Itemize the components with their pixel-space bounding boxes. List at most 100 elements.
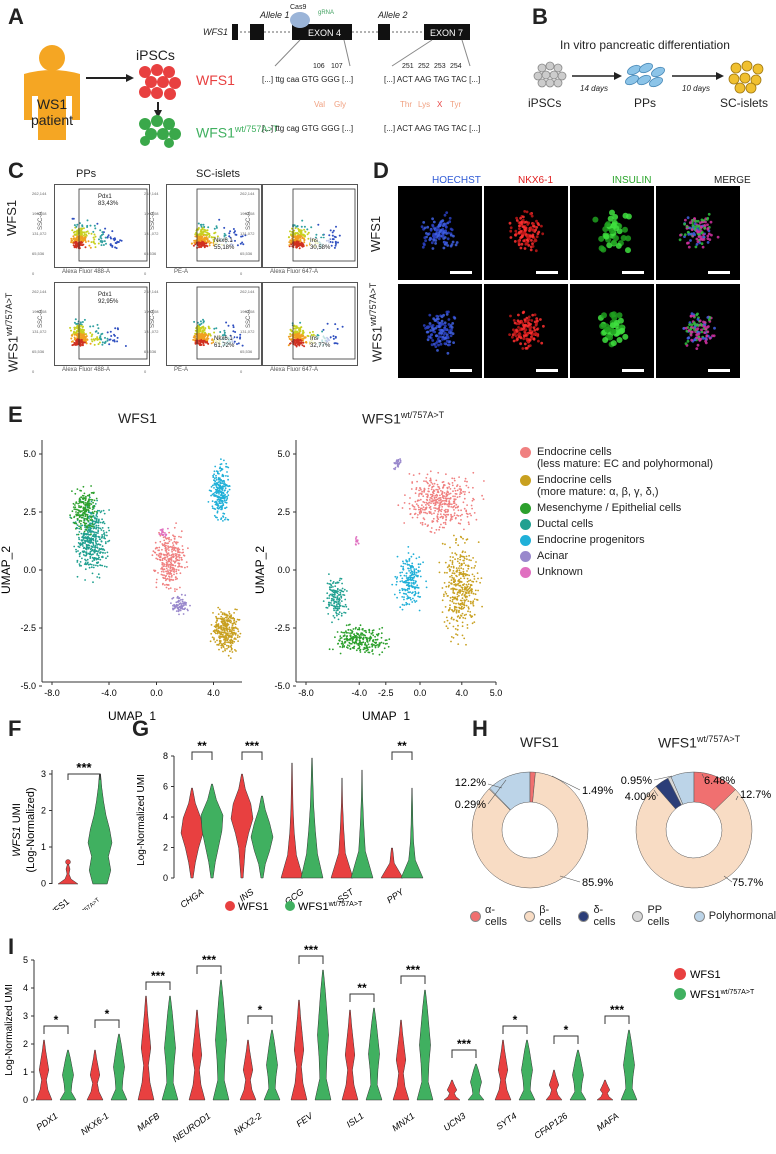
flow-event bbox=[197, 244, 200, 247]
flow-event bbox=[296, 326, 299, 329]
cell-signal bbox=[693, 325, 697, 329]
umap-cell bbox=[171, 574, 173, 577]
cell-signal bbox=[446, 335, 450, 339]
flow-event bbox=[73, 336, 76, 339]
umap-cell bbox=[218, 630, 221, 633]
flow-event bbox=[303, 345, 306, 348]
cell-signal bbox=[598, 245, 605, 252]
umap-cell bbox=[454, 489, 457, 492]
umap-cell bbox=[223, 489, 226, 492]
umap-cell bbox=[413, 599, 416, 602]
cell-signal bbox=[696, 240, 700, 243]
flow-event bbox=[223, 331, 226, 334]
umap-cell bbox=[81, 536, 83, 539]
umap-cell bbox=[459, 514, 462, 517]
flow-event bbox=[306, 228, 309, 231]
flow-event bbox=[289, 241, 292, 244]
umap-cell bbox=[437, 518, 440, 521]
umap-cell bbox=[213, 514, 216, 517]
umap-cell bbox=[219, 635, 222, 638]
umap-cell bbox=[171, 548, 174, 550]
umap-cell bbox=[85, 495, 87, 498]
umap-cell bbox=[420, 492, 423, 495]
umap-cell bbox=[474, 589, 477, 592]
cell-signal bbox=[529, 248, 533, 252]
umap-cell bbox=[430, 508, 432, 511]
cell-signal bbox=[697, 233, 701, 236]
umap-cell bbox=[97, 529, 100, 531]
umap-cell bbox=[467, 591, 470, 594]
umap-cell bbox=[78, 543, 81, 545]
umap-cell bbox=[227, 475, 229, 478]
flow-event bbox=[94, 242, 96, 245]
umap-cell bbox=[80, 496, 82, 499]
umap-cell bbox=[441, 587, 444, 589]
umap-cell bbox=[468, 580, 470, 582]
umap-cell bbox=[87, 511, 90, 514]
umap-cell bbox=[428, 499, 431, 501]
umap-cell bbox=[426, 496, 429, 499]
umap-cell bbox=[459, 488, 462, 490]
flow-event bbox=[291, 227, 293, 230]
gate-label: Ins 32,77% bbox=[310, 336, 331, 350]
umap-cell bbox=[454, 558, 456, 561]
umap-cell bbox=[440, 493, 443, 496]
umap-cell bbox=[231, 626, 233, 629]
flow-event bbox=[290, 243, 293, 246]
stage3-label: SC-islets bbox=[720, 96, 769, 110]
umap-cell bbox=[441, 517, 444, 520]
cell-signal bbox=[437, 325, 441, 328]
umap-cell bbox=[235, 620, 238, 623]
umap-cell bbox=[83, 550, 85, 553]
cell-signal bbox=[434, 326, 438, 330]
flow-x-axis-label: Alexa Fluor 647-A bbox=[270, 269, 319, 275]
umap-cell bbox=[401, 596, 404, 598]
umap-cell bbox=[224, 485, 227, 487]
umap-cell bbox=[471, 507, 473, 510]
flow-event bbox=[202, 230, 205, 233]
flow-event bbox=[114, 246, 117, 249]
umap-cell bbox=[451, 596, 454, 599]
flow-event bbox=[300, 232, 303, 235]
umap-cell bbox=[456, 570, 458, 573]
umap-cell bbox=[228, 641, 230, 644]
umap-cell bbox=[219, 640, 222, 642]
umap-cell bbox=[423, 501, 426, 504]
umap-cell bbox=[187, 609, 189, 612]
umap-cell bbox=[441, 491, 444, 494]
cell-signal bbox=[692, 321, 696, 325]
flow-event bbox=[334, 244, 337, 247]
umap-cell bbox=[464, 480, 466, 483]
flow-event bbox=[197, 333, 200, 336]
cell-signal bbox=[527, 315, 531, 319]
umap-cell bbox=[222, 500, 224, 503]
flow-event bbox=[232, 228, 235, 230]
umap-cell bbox=[224, 649, 227, 652]
umap-cell bbox=[450, 566, 453, 568]
umap-cell bbox=[455, 574, 457, 577]
umap-cell bbox=[90, 537, 93, 540]
flow-event bbox=[81, 225, 84, 228]
umap-cell bbox=[429, 479, 431, 482]
flow-event bbox=[94, 337, 97, 340]
umap-cell bbox=[159, 534, 162, 537]
umap-cell bbox=[447, 502, 450, 505]
flow-event bbox=[87, 240, 90, 243]
umap-cell bbox=[95, 537, 97, 539]
col-sc-islets: SC-islets bbox=[196, 168, 241, 180]
flow-event bbox=[287, 335, 290, 338]
umap-cell bbox=[90, 533, 92, 535]
umap-cell bbox=[213, 487, 215, 489]
umap-cell bbox=[225, 501, 228, 504]
cell-signal bbox=[429, 236, 432, 240]
flow-event bbox=[89, 331, 92, 334]
umap-cell bbox=[458, 562, 461, 565]
umap-cell bbox=[432, 485, 435, 488]
umap-cell bbox=[101, 564, 104, 567]
umap-cell bbox=[421, 521, 424, 524]
umap-cell bbox=[167, 569, 169, 571]
umap-cell bbox=[168, 580, 171, 582]
umap-cell bbox=[449, 575, 451, 578]
umap-cell bbox=[414, 580, 417, 582]
umap-cell bbox=[228, 615, 231, 618]
